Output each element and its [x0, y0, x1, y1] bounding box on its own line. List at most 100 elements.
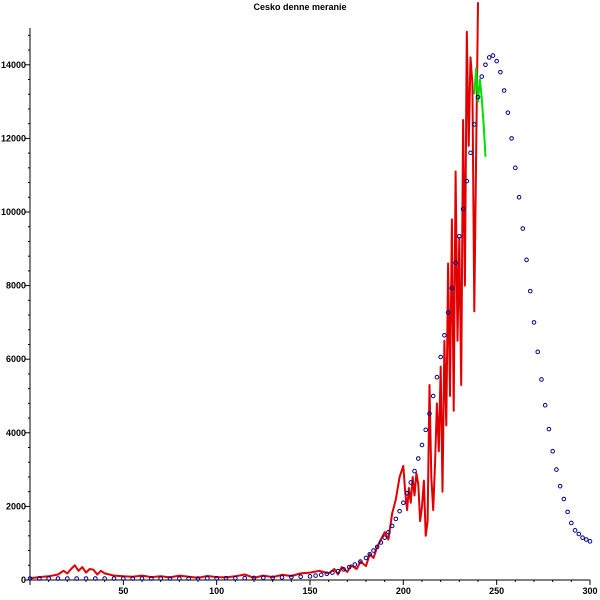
data-point [550, 448, 555, 454]
series-fit-points [27, 53, 593, 581]
data-point [583, 537, 589, 542]
data-point [382, 535, 387, 540]
data-point [335, 568, 341, 574]
data-point [352, 562, 358, 567]
data-point [434, 374, 440, 380]
data-point [498, 69, 503, 75]
data-point [205, 576, 210, 581]
data-point [535, 349, 541, 355]
data-point [401, 500, 406, 506]
y-tick-label: 2000 [6, 501, 26, 511]
data-point [251, 575, 257, 581]
data-point [490, 53, 496, 58]
data-point [468, 150, 473, 156]
data-point [318, 572, 324, 578]
data-point [371, 548, 376, 553]
data-point [111, 576, 117, 581]
data-point [494, 58, 499, 64]
data-point [561, 496, 567, 502]
data-point [483, 62, 488, 68]
data-point [408, 480, 414, 485]
data-point [177, 576, 182, 581]
data-point [509, 136, 514, 141]
y-tick-label: 0 [21, 575, 26, 585]
data-point [430, 393, 436, 399]
data-point [415, 456, 421, 461]
data-point [121, 576, 126, 581]
data-point [324, 571, 330, 577]
data-point [363, 555, 369, 561]
data-point [130, 576, 135, 581]
data-point [55, 576, 61, 581]
data-point [346, 564, 352, 570]
data-point [513, 165, 518, 171]
x-tick-label: 250 [489, 586, 504, 596]
data-point [367, 551, 373, 557]
data-point [195, 576, 201, 581]
series-layer [27, 2, 593, 581]
data-point [516, 194, 522, 200]
data-point [378, 540, 384, 545]
data-point [445, 310, 451, 315]
data-point [546, 426, 552, 432]
data-point [565, 509, 570, 515]
data-point [46, 576, 51, 581]
y-tick-label: 12000 [1, 133, 26, 143]
data-point [223, 575, 229, 581]
data-point [261, 575, 266, 581]
data-point [389, 523, 395, 529]
data-point [438, 354, 443, 360]
data-point [158, 576, 163, 581]
data-point [475, 94, 481, 100]
data-point [520, 226, 526, 231]
data-point [279, 575, 285, 580]
data-point [554, 467, 559, 472]
data-point [393, 516, 399, 522]
data-point [569, 520, 574, 526]
data-point [214, 576, 219, 581]
data-point [505, 110, 511, 115]
y-tick-label: 4000 [6, 428, 26, 438]
data-point [471, 122, 477, 127]
data-point [587, 539, 593, 544]
data-point [65, 576, 70, 581]
data-point [307, 574, 313, 579]
axes [25, 28, 591, 585]
data-point [419, 442, 425, 448]
data-point [542, 402, 548, 408]
data-point [313, 573, 318, 578]
data-point [449, 285, 455, 291]
data-point [27, 576, 33, 581]
data-point [37, 576, 42, 581]
data-point [374, 544, 380, 550]
data-point [501, 88, 507, 93]
data-point [341, 567, 346, 572]
series-line-red [29, 2, 479, 580]
data-point [427, 411, 432, 416]
data-point [557, 483, 563, 489]
data-point [358, 559, 363, 564]
data-point [580, 535, 585, 540]
data-point [330, 570, 335, 575]
data-point [404, 490, 410, 496]
data-point [576, 531, 582, 537]
data-point [531, 320, 537, 325]
data-point [93, 576, 98, 581]
data-point [464, 178, 470, 184]
data-point [397, 508, 402, 514]
data-point [524, 257, 529, 263]
data-point [74, 576, 79, 581]
tick-labels: 0 2000 4000 6000 8000 10000 12000 14000 50 100 150… [1, 60, 598, 596]
data-point [457, 233, 462, 239]
data-point [83, 576, 89, 581]
data-point [486, 55, 492, 60]
x-tick-label: 300 [582, 586, 597, 596]
x-tick-label: 50 [118, 586, 128, 596]
data-point [139, 576, 145, 581]
data-point [149, 576, 154, 581]
x-tick-label: 100 [209, 586, 224, 596]
y-tick-label: 8000 [6, 281, 26, 291]
data-point [242, 575, 247, 581]
data-point [412, 468, 417, 474]
data-point [423, 427, 429, 433]
